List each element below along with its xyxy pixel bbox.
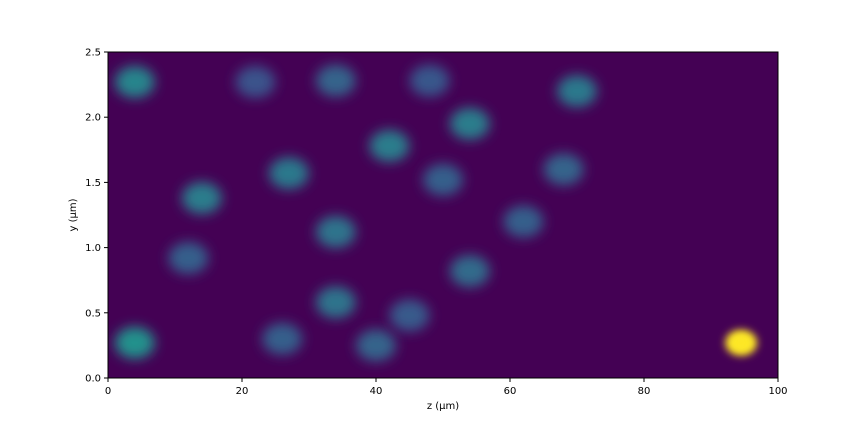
heatmap-hotspot [409, 64, 450, 97]
heatmap-hotspot [356, 329, 396, 362]
heatmap-hotspot [543, 153, 584, 186]
heatmap-hotspot [315, 64, 356, 97]
heatmap-hotspot [557, 75, 597, 108]
heatmap-hotspot [268, 157, 309, 190]
x-tick-label: 20 [236, 386, 249, 397]
heatmap-hotspot [423, 163, 463, 196]
plot-background [108, 52, 778, 378]
heatmap-hotspot [262, 322, 303, 355]
y-tick-label: 1.5 [85, 178, 101, 189]
heatmap-hotspot [315, 215, 356, 248]
heatmap-hotspot [114, 65, 155, 98]
x-axis: 0 20 40 60 80 100 [105, 378, 788, 397]
heatmap-field [114, 64, 758, 362]
y-tick-label: 1.0 [85, 243, 101, 254]
x-tick-label: 100 [768, 386, 787, 397]
heatmap-hotspot [168, 242, 209, 275]
x-axis-label: z (μm) [427, 401, 459, 412]
y-tick-label: 2.5 [85, 48, 101, 59]
heatmap-hotspot [114, 326, 155, 359]
heatmap-hotspot [503, 205, 544, 238]
heatmap-hotspot [369, 129, 410, 162]
heatmap-hotspot [449, 107, 490, 140]
heatmap-hotspot [389, 299, 430, 332]
y-axis: 0.0 0.5 1.0 1.5 2.0 2.5 [85, 48, 108, 385]
heatmap-hotspot [181, 182, 222, 215]
x-tick-label: 80 [638, 386, 651, 397]
heatmap-hotspot-core [733, 335, 750, 350]
x-tick-label: 60 [504, 386, 517, 397]
heatmap-hotspot [315, 286, 356, 319]
y-tick-label: 0.0 [85, 374, 101, 385]
x-tick-label: 40 [370, 386, 383, 397]
plot-frame [107, 51, 779, 379]
y-axis-label: y (μm) [68, 198, 79, 231]
y-tick-label: 0.5 [85, 308, 101, 319]
heatmap-hotspot [449, 255, 490, 288]
x-tick-label: 0 [105, 386, 111, 397]
y-tick-label: 2.0 [85, 113, 101, 124]
heatmap-hotspot [235, 65, 276, 98]
